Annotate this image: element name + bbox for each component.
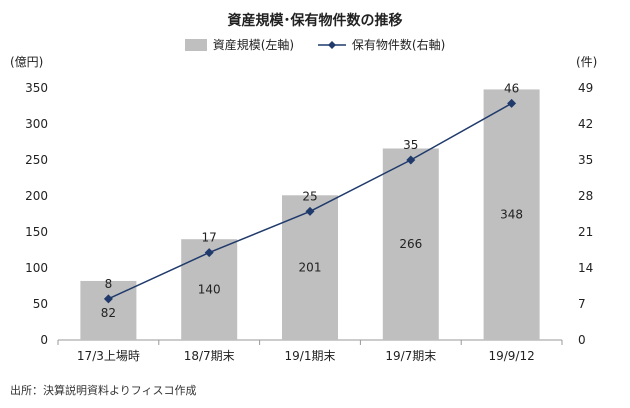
bar-value-label: 140 (198, 283, 221, 297)
line-point-marker (204, 248, 214, 258)
left-axis-tick-label: 0 (40, 333, 48, 347)
line-value-label: 17 (202, 231, 217, 245)
line-value-label: 8 (105, 277, 113, 291)
left-axis-tick-label: 350 (25, 81, 48, 95)
right-axis-tick-label: 7 (578, 297, 586, 311)
chart-title: 資産規模･保有物件数の推移 (227, 13, 403, 29)
left-axis-tick-label: 250 (25, 153, 48, 167)
category-label: 19/7期末 (385, 349, 436, 363)
right-axis-tick-label: 21 (578, 225, 593, 239)
right-axis-tick-label: 0 (578, 333, 586, 347)
legend-label-assets: 資産規模(左軸) (212, 38, 295, 52)
legend-bar-swatch (184, 38, 207, 51)
legend-item-assets: 資産規模(左軸) (184, 36, 295, 53)
bar-value-label: 82 (101, 306, 116, 320)
bar-value-label: 201 (299, 261, 322, 275)
line-point-marker (103, 294, 113, 304)
legend-label-properties: 保有物件数(右軸) (351, 38, 446, 52)
bar (483, 89, 540, 340)
right-axis-tick-label: 14 (578, 261, 593, 275)
left-axis-tick-label: 300 (25, 117, 48, 131)
legend-item-properties: 保有物件数(右軸) (317, 36, 446, 53)
category-label: 19/1期末 (285, 349, 336, 363)
category-label: 19/9/12 (488, 349, 534, 363)
legend: 資産規模(左軸) 保有物件数(右軸) (0, 36, 630, 53)
left-axis-tick-label: 50 (33, 297, 48, 311)
line-point-marker (507, 98, 517, 108)
legend-line-swatch (317, 40, 346, 49)
line-value-label: 35 (403, 138, 418, 152)
left-axis-tick-label: 100 (25, 261, 48, 275)
bar-value-label: 266 (399, 237, 422, 251)
right-axis-unit-label: (件) (576, 55, 598, 69)
source-note: 出所：決算説明資料よりフィスコ作成 (10, 384, 197, 397)
left-axis-tick-label: 200 (25, 189, 48, 203)
right-axis-tick-label: 35 (578, 153, 593, 167)
left-axis-unit-label: (億円) (10, 55, 44, 69)
line-value-label: 46 (504, 81, 519, 95)
line-point-marker (406, 155, 416, 165)
right-axis-tick-label: 49 (578, 81, 593, 95)
right-axis-tick-label: 42 (578, 117, 593, 131)
right-axis-tick-label: 28 (578, 189, 593, 203)
line-point-marker (305, 206, 315, 216)
bar (382, 148, 439, 340)
line-value-label: 25 (302, 189, 317, 203)
left-axis-tick-label: 150 (25, 225, 48, 239)
bar-value-label: 348 (500, 208, 523, 222)
category-label: 18/7期末 (184, 349, 235, 363)
category-label: 17/3上場時 (77, 349, 140, 363)
